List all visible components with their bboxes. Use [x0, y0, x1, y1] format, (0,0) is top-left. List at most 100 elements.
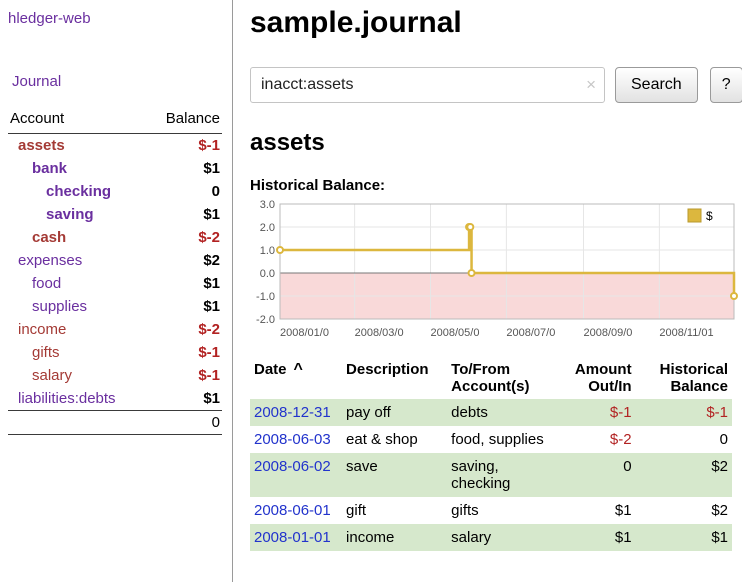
account-balance: $-1 — [198, 344, 220, 361]
svg-text:-1.0: -1.0 — [256, 291, 275, 303]
search-field-wrap: × — [250, 67, 605, 103]
transaction-date-link[interactable]: 2008-06-02 — [254, 458, 331, 475]
register-row: 2008-12-31 pay off debts $-1 $-1 — [250, 399, 732, 426]
register-row: 2008-06-01 gift gifts $1 $2 — [250, 497, 732, 524]
account-row: cash $-2 — [8, 226, 222, 249]
register-header-row: Date ^ Description To/From Account(s) Amount… — [250, 359, 732, 399]
account-balance: $-1 — [198, 367, 220, 384]
sidebar-account-supplies[interactable]: supplies — [32, 298, 88, 315]
register-header-amount-out-in: Amount Out/In — [574, 361, 632, 395]
accounts-table: Account Balance assets $-1 bank $1 checking 0… — [8, 108, 222, 435]
sidebar-item-journal[interactable]: Journal — [12, 73, 62, 90]
accounts-header-balance: Balance — [146, 108, 222, 134]
sidebar-account-income[interactable]: income — [18, 321, 67, 338]
sidebar-account-liabilities-debts[interactable]: liabilities:debts — [18, 390, 116, 407]
transaction-date-link[interactable]: 2008-06-03 — [254, 431, 331, 448]
register-table: Date ^ Description To/From Account(s) Amount… — [250, 359, 732, 551]
account-row: expenses $2 — [8, 249, 222, 272]
transaction-amount: $-2 — [609, 431, 632, 448]
transaction-description: gift — [346, 502, 367, 519]
account-balance: $1 — [203, 160, 220, 177]
sidebar-account-assets[interactable]: assets — [18, 137, 65, 154]
account-balance: 0 — [211, 183, 220, 200]
sidebar-account-saving[interactable]: saving — [46, 206, 94, 223]
transaction-amount: 0 — [623, 458, 632, 475]
register-row: 2008-06-02 save saving, checking 0 $2 — [250, 453, 732, 497]
svg-text:2008/07/0: 2008/07/0 — [506, 327, 555, 339]
transaction-balance: $1 — [711, 529, 728, 546]
svg-text:2008/09/0: 2008/09/0 — [583, 327, 632, 339]
transaction-accounts: debts — [451, 404, 488, 421]
search-button[interactable]: Search — [615, 67, 698, 103]
accounts-total-row: 0 — [8, 410, 222, 435]
transaction-amount: $1 — [614, 502, 632, 519]
register-row: 2008-06-03 eat & shop food, supplies $-2 0 — [250, 426, 732, 453]
transaction-description: save — [346, 458, 378, 475]
transaction-balance: 0 — [719, 431, 728, 448]
account-row: salary $-1 — [8, 364, 222, 387]
accounts-total-balance: 0 — [146, 410, 222, 435]
svg-text:2008/11/01: 2008/11/01 — [659, 327, 713, 339]
account-balance: $-2 — [198, 229, 220, 246]
account-balance: $1 — [203, 275, 220, 292]
clear-search-icon[interactable]: × — [586, 75, 596, 94]
svg-text:0.0: 0.0 — [260, 268, 275, 280]
chart-title: Historical Balance: — [250, 177, 386, 194]
account-balance: $-1 — [198, 137, 220, 154]
accounts-header-account: Account — [8, 108, 147, 134]
account-balance: $1 — [203, 298, 220, 315]
register-header-description: Description — [346, 361, 429, 378]
sidebar-account-bank[interactable]: bank — [32, 160, 68, 177]
svg-text:3.0: 3.0 — [260, 200, 275, 211]
transaction-accounts: salary — [451, 529, 492, 546]
search-input[interactable] — [250, 67, 605, 103]
register-header-date[interactable]: Date ^ — [254, 361, 303, 378]
svg-text:$: $ — [706, 209, 713, 223]
register-header-historical-balance: Historical Balance — [659, 361, 728, 395]
account-row: food $1 — [8, 272, 222, 295]
sidebar-account-checking[interactable]: checking — [46, 183, 112, 200]
transaction-balance: $2 — [711, 458, 728, 475]
transaction-date-link[interactable]: 2008-01-01 — [254, 529, 331, 546]
transaction-accounts: gifts — [451, 502, 479, 519]
account-row: assets $-1 — [8, 134, 222, 158]
account-balance: $2 — [203, 252, 220, 269]
account-balance: $1 — [203, 206, 220, 223]
transaction-balance: $-1 — [706, 404, 728, 421]
svg-text:1.0: 1.0 — [260, 245, 275, 257]
sidebar-account-salary[interactable]: salary — [32, 367, 73, 384]
transaction-description: income — [346, 529, 395, 546]
accounts-total-spacer — [8, 410, 147, 435]
transaction-description: pay off — [346, 404, 391, 421]
account-heading: assets — [250, 129, 325, 156]
svg-text:2008/05/0: 2008/05/0 — [431, 327, 480, 339]
sidebar-account-gifts[interactable]: gifts — [32, 344, 60, 361]
account-row: checking 0 — [8, 180, 222, 203]
transaction-date-link[interactable]: 2008-12-31 — [254, 404, 331, 421]
transaction-accounts: saving, checking — [451, 458, 511, 492]
account-row: gifts $-1 — [8, 341, 222, 364]
svg-text:-2.0: -2.0 — [256, 314, 275, 326]
account-balance: $-2 — [198, 321, 220, 338]
transaction-date-link[interactable]: 2008-06-01 — [254, 502, 331, 519]
sidebar-account-expenses[interactable]: expenses — [18, 252, 83, 269]
account-balance: $1 — [203, 390, 220, 407]
app-title-link[interactable]: hledger-web — [8, 10, 91, 27]
account-row: liabilities:debts $1 — [8, 387, 222, 411]
sidebar-account-food[interactable]: food — [32, 275, 62, 292]
register-row: 2008-01-01 income salary $1 $1 — [250, 524, 732, 551]
transaction-amount: $-1 — [609, 404, 632, 421]
sort-asc-icon[interactable]: ^ — [293, 361, 303, 378]
account-row: income $-2 — [8, 318, 222, 341]
transaction-accounts: food, supplies — [451, 431, 544, 448]
sidebar-account-cash[interactable]: cash — [32, 229, 67, 246]
svg-text:2.0: 2.0 — [260, 222, 275, 234]
help-button[interactable]: ? — [709, 67, 742, 103]
account-row: bank $1 — [8, 157, 222, 180]
register-header-to-from-account-s-: To/From Account(s) — [451, 361, 530, 395]
transaction-amount: $1 — [614, 529, 632, 546]
svg-text:2008/03/0: 2008/03/0 — [355, 327, 404, 339]
transaction-description: eat & shop — [346, 431, 418, 448]
chart-canvas: 2008/01/0 2008/03/0 2008/05/0 2008/07/0 2008… — [256, 199, 738, 339]
